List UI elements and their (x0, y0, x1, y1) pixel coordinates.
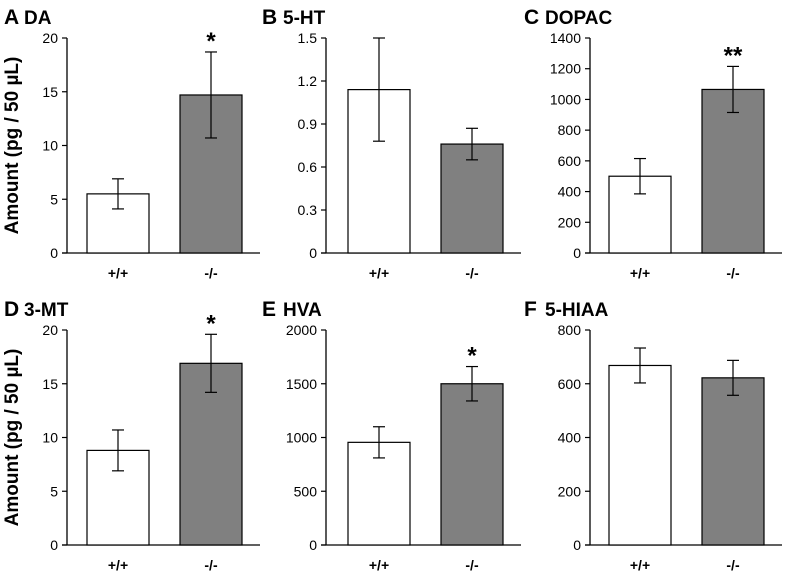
x-tick-label: -/- (465, 265, 479, 281)
y-tick-label: 400 (558, 184, 582, 200)
y-tick-label: 1.2 (298, 73, 318, 89)
y-tick-label: 0 (309, 537, 317, 553)
y-tick-label: 10 (42, 430, 58, 446)
significance-marker: * (206, 28, 216, 55)
x-tick-label: -/- (726, 557, 740, 571)
y-tick-label: 1200 (550, 61, 581, 77)
x-tick-label: +/+ (108, 265, 128, 281)
y-tick-label: 1500 (286, 376, 317, 392)
significance-marker: * (467, 343, 477, 370)
y-tick-label: 800 (558, 322, 582, 338)
y-tick-label: 10 (42, 138, 58, 154)
x-tick-label: +/+ (630, 557, 650, 571)
x-tick-label: -/- (204, 557, 218, 571)
y-tick-label: 800 (558, 122, 582, 138)
y-tick-label: 20 (42, 30, 58, 46)
panel-letter: C (524, 6, 539, 29)
x-tick-label: +/+ (630, 265, 650, 281)
bar-wildtype (608, 364, 672, 546)
panel-title: HVA (283, 300, 322, 321)
significance-marker: * (206, 310, 216, 337)
y-tick-label: 0.9 (298, 116, 318, 132)
y-tick-label: 0 (50, 245, 58, 261)
panel-a: A DA 0 5 10 15 20 +/+ * -/- Amount (pg / 50 µL) (2, 6, 260, 281)
panel-f: F 5-HIAA 0 200 400 600 800 +/+ -/- (524, 298, 782, 573)
panel-d: D 3-MT 0 5 10 15 20 +/+ * -/- Amount (pg / 50 µL) (2, 298, 260, 573)
y-tick-label: 500 (294, 483, 318, 499)
x-tick-label: -/- (204, 265, 218, 281)
panel-title: DOPAC (545, 8, 612, 29)
bar-knockout (440, 383, 504, 546)
y-tick-label: 5 (50, 191, 58, 207)
y-axis-label: Amount (pg / 50 µL) (2, 57, 23, 235)
significance-marker: ** (724, 42, 743, 69)
panel-letter: D (4, 298, 19, 321)
y-axis-label: Amount (pg / 50 µL) (2, 349, 23, 527)
y-tick-label: 5 (50, 483, 58, 499)
panel-title: DA (24, 8, 52, 29)
y-tick-label: 200 (558, 214, 582, 230)
panel-title: 5-HT (283, 8, 326, 29)
y-tick-label: 1000 (286, 430, 317, 446)
panel-title: 3-MT (24, 300, 69, 321)
y-tick-label: 0.3 (298, 202, 318, 218)
y-tick-label: 20 (42, 322, 58, 338)
y-tick-label: 600 (558, 153, 582, 169)
panel-c: C DOPAC 0 200 400 600 800 1000 1200 1400 +/+ ** -/- (524, 6, 782, 281)
y-tick-label: 400 (558, 430, 582, 446)
panel-letter: A (4, 6, 19, 29)
y-tick-label: 1400 (550, 30, 581, 46)
panel-letter: B (262, 6, 277, 29)
y-tick-label: 0 (573, 245, 581, 261)
y-tick-label: 0 (50, 537, 58, 553)
bar-wildtype (347, 441, 411, 546)
y-tick-label: 15 (42, 376, 58, 392)
x-tick-label: +/+ (108, 557, 128, 571)
x-tick-label: -/- (465, 557, 479, 571)
y-tick-label: 600 (558, 376, 582, 392)
panel-letter: E (262, 298, 276, 321)
y-tick-label: 1000 (550, 91, 581, 107)
y-tick-label: 0 (309, 245, 317, 261)
y-tick-label: 0.6 (298, 159, 318, 175)
y-tick-label: 1.5 (298, 30, 318, 46)
panel-letter: F (524, 298, 537, 321)
bar-knockout (701, 377, 765, 546)
bar-knockout (701, 88, 765, 254)
x-tick-label: +/+ (369, 557, 389, 571)
bar-knockout (179, 362, 243, 546)
y-tick-label: 200 (558, 483, 582, 499)
y-tick-label: 15 (42, 84, 58, 100)
y-tick-label: 2000 (286, 322, 317, 338)
panel-b: B 5-HT 0 0.3 0.6 0.9 1.2 1.5 +/+ -/- (262, 6, 521, 281)
panel-e: E HVA 0 500 1000 1500 2000 +/+ * -/- (262, 298, 521, 573)
y-tick-label: 0 (573, 537, 581, 553)
panel-title: 5-HIAA (545, 300, 609, 321)
x-tick-label: -/- (726, 265, 740, 281)
x-tick-label: +/+ (369, 265, 389, 281)
